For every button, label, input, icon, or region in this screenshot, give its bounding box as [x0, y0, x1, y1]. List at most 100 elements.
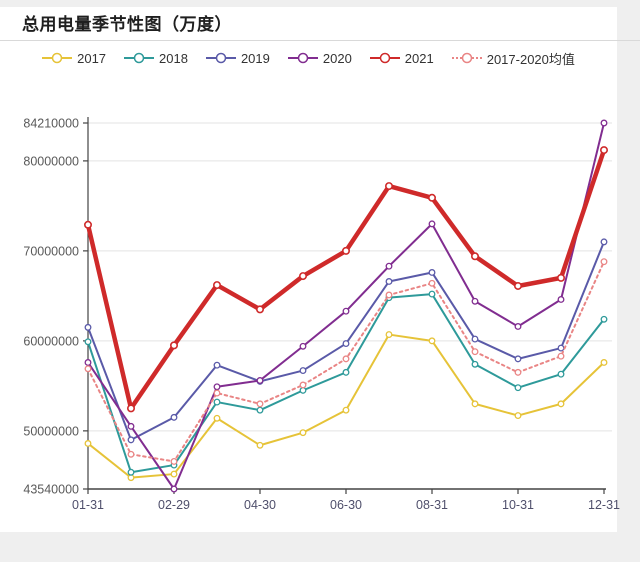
x-axis-label: 01-31 — [72, 498, 104, 512]
data-point-2018 — [213, 398, 221, 406]
data-point-2020 — [256, 377, 264, 384]
data-point-2019 — [299, 367, 307, 375]
data-point-2019 — [385, 278, 393, 285]
legend-marker-icon — [42, 52, 73, 64]
data-point-2018 — [428, 290, 436, 298]
legend-item-2019[interactable]: 2019 — [205, 50, 270, 66]
legend-marker-icon — [205, 52, 236, 64]
data-point-2020 — [600, 119, 608, 127]
data-point-2020 — [385, 262, 393, 270]
data-point-2018 — [600, 315, 608, 323]
legend-label: 2021 — [404, 50, 434, 66]
data-point-2017 — [471, 400, 479, 408]
legend-item-2017-2020[interactable]: 2017-2020均值 — [451, 49, 575, 68]
data-point-2017 — [600, 359, 608, 366]
data-point-2018 — [256, 406, 264, 414]
data-point-2017-2020 — [256, 400, 264, 408]
data-point-2017 — [385, 331, 393, 339]
y-axis-label: 80000000 — [23, 154, 79, 168]
x-axis-label: 12-31 — [588, 498, 620, 512]
legend-marker-icon — [287, 52, 318, 64]
data-point-2021 — [341, 246, 350, 255]
data-point-2021 — [427, 193, 436, 202]
data-point-2017 — [342, 406, 350, 414]
data-point-2018 — [342, 368, 350, 376]
data-point-2020 — [170, 485, 178, 493]
data-point-2021 — [170, 341, 179, 350]
x-axis-label: 04-30 — [244, 498, 276, 512]
data-point-2018 — [127, 468, 135, 476]
chart-card — [0, 7, 617, 532]
data-point-2020 — [299, 342, 307, 350]
chart-title: 总用电量季节性图（万度） — [22, 15, 232, 34]
data-point-2021 — [213, 281, 222, 290]
data-point-2021 — [298, 272, 307, 281]
data-point-2017-2020 — [299, 381, 307, 389]
legend-marker-icon — [369, 52, 400, 64]
legend-item-2020[interactable]: 2020 — [287, 51, 352, 66]
y-axis-label: 50000000 — [23, 424, 79, 438]
data-point-2020 — [428, 220, 436, 228]
divider-line — [0, 40, 640, 41]
x-axis-label: 10-31 — [502, 498, 534, 512]
data-point-2019 — [127, 436, 135, 444]
data-point-2020 — [213, 383, 221, 391]
data-point-2017 — [514, 412, 522, 420]
data-point-2021 — [513, 281, 522, 290]
legend-label: 2019 — [240, 50, 270, 66]
legend-item-2017[interactable]: 2017 — [42, 51, 106, 66]
data-point-2019 — [170, 413, 178, 421]
y-axis-label: 60000000 — [23, 334, 79, 348]
data-point-2020 — [84, 359, 92, 366]
data-point-2019 — [557, 344, 565, 352]
legend-marker-icon — [124, 52, 155, 64]
data-point-2018 — [514, 384, 522, 392]
data-point-2017-2020 — [471, 348, 479, 356]
data-point-2019 — [514, 355, 522, 363]
legend-item-2018[interactable]: 2018 — [124, 51, 188, 66]
data-point-2019 — [471, 335, 479, 343]
legend-label: 2017-2020均值 — [486, 51, 575, 67]
data-point-2017-2020 — [213, 389, 221, 397]
data-point-2018 — [471, 360, 479, 368]
data-point-2020 — [342, 307, 350, 315]
data-point-2017-2020 — [342, 355, 350, 363]
data-point-2017-2020 — [557, 352, 565, 360]
data-point-2021 — [127, 404, 136, 413]
y-axis-label: 70000000 — [23, 244, 79, 258]
x-axis-label: 08-31 — [416, 498, 448, 512]
data-point-2017 — [213, 414, 221, 422]
data-point-2018 — [557, 370, 565, 378]
data-point-2021 — [470, 252, 479, 261]
data-point-2021 — [84, 220, 93, 229]
data-point-2020 — [471, 297, 479, 305]
data-point-2020 — [514, 323, 522, 330]
legend-item-2021[interactable]: 2021 — [369, 50, 434, 66]
data-point-2017-2020 — [428, 279, 436, 287]
data-point-2017 — [299, 429, 307, 437]
legend-label: 2017 — [77, 50, 107, 66]
data-point-2019 — [600, 238, 608, 246]
data-point-2017 — [84, 440, 92, 447]
x-axis-label: 06-30 — [330, 498, 362, 512]
data-point-2017 — [428, 337, 436, 345]
data-point-2017 — [557, 400, 565, 408]
data-point-2017-2020 — [84, 365, 92, 373]
data-point-2020 — [557, 296, 565, 303]
data-point-2018 — [84, 338, 92, 346]
data-point-2017-2020 — [127, 450, 135, 458]
data-point-2021 — [255, 305, 264, 314]
data-point-2021 — [556, 273, 565, 282]
data-point-2021 — [599, 146, 608, 155]
data-point-2017 — [170, 470, 178, 478]
series-line-2020 — [87, 122, 605, 490]
data-point-2019 — [342, 340, 350, 348]
data-point-2017 — [256, 441, 264, 449]
data-point-2021 — [384, 182, 393, 191]
legend-label: 2018 — [159, 50, 188, 66]
y-axis-label: 43540000 — [23, 483, 79, 497]
data-point-2020 — [127, 422, 135, 430]
data-point-2017-2020 — [385, 291, 393, 299]
data-point-2017-2020 — [514, 368, 522, 376]
